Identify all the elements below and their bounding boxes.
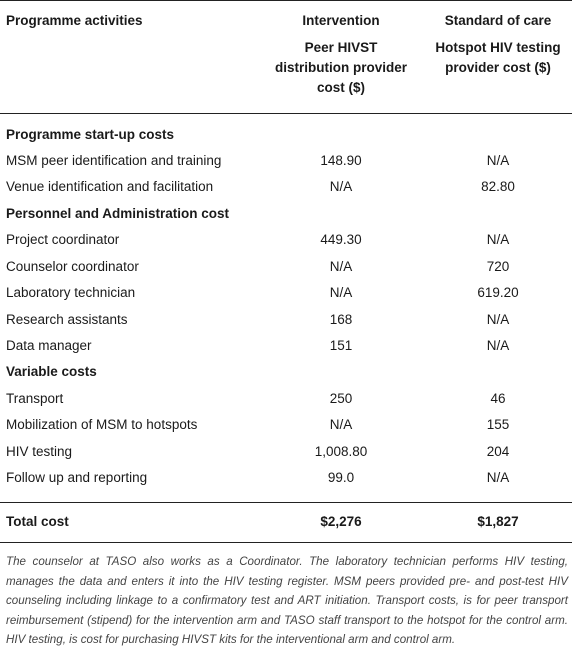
row-label: Data manager [6, 338, 92, 353]
row-label: Venue identification and facilitation [6, 179, 214, 194]
row-intervention-value: 148.90 [320, 153, 362, 168]
row-soc-value: N/A [486, 470, 510, 485]
row-intervention-value: N/A [329, 179, 353, 194]
row-soc-value: 46 [490, 391, 506, 406]
header-intervention-sub-1: Peer HIVST [304, 40, 378, 55]
row-label: Counselor coordinator [6, 259, 139, 274]
section-title: Variable costs [6, 364, 97, 379]
row-label: HIV testing [6, 444, 73, 459]
header-programme-activities: Programme activities [6, 13, 143, 28]
row-intervention-value: N/A [329, 417, 353, 432]
row-soc-value: N/A [486, 312, 510, 327]
row-soc-value: 720 [486, 259, 510, 274]
row-soc-value: N/A [486, 232, 510, 247]
row-soc-value: 204 [486, 444, 510, 459]
row-soc-value: N/A [486, 338, 510, 353]
header-rule [0, 113, 572, 114]
header-standard-of-care: Standard of care [444, 13, 552, 28]
total-rule-top [0, 502, 572, 503]
row-intervention-value: 1,008.80 [314, 444, 368, 459]
row-label: MSM peer identification and training [6, 153, 222, 168]
row-intervention-value: 449.30 [320, 232, 362, 247]
header-intervention-sub-3: cost ($) [316, 80, 365, 95]
row-label: Laboratory technician [6, 285, 136, 300]
section-title: Personnel and Administration cost [6, 206, 230, 221]
row-intervention-value: 99.0 [327, 470, 355, 485]
row-soc-value: 155 [486, 417, 510, 432]
row-intervention-value: N/A [329, 259, 353, 274]
header-soc-sub-2: provider cost ($) [445, 60, 551, 75]
row-label: Transport [6, 391, 64, 406]
row-soc-value: N/A [486, 153, 510, 168]
total-label: Total cost [6, 514, 69, 529]
header-soc-sub-1: Hotspot HIV testing [435, 40, 561, 55]
row-intervention-value: 151 [329, 338, 353, 353]
row-intervention-value: N/A [329, 285, 353, 300]
section-title: Programme start-up costs [6, 127, 175, 142]
row-intervention-value: 168 [329, 312, 353, 327]
header-intervention-sub-2: distribution provider [274, 60, 407, 75]
header-intervention: Intervention [302, 13, 380, 28]
total-rule-bottom [0, 542, 572, 543]
row-label: Project coordinator [6, 232, 120, 247]
row-soc-value: 619.20 [477, 285, 519, 300]
top-rule [0, 0, 572, 1]
row-label: Mobilization of MSM to hotspots [6, 417, 198, 432]
row-label: Follow up and reporting [6, 470, 148, 485]
row-soc-value: 82.80 [481, 179, 515, 194]
total-soc-value: $1,827 [477, 514, 519, 529]
table-footnote: The counselor at TASO also works as a Co… [6, 555, 568, 646]
row-intervention-value: 250 [329, 391, 353, 406]
row-label: Research assistants [6, 312, 128, 327]
total-intervention-value: $2,276 [320, 514, 362, 529]
